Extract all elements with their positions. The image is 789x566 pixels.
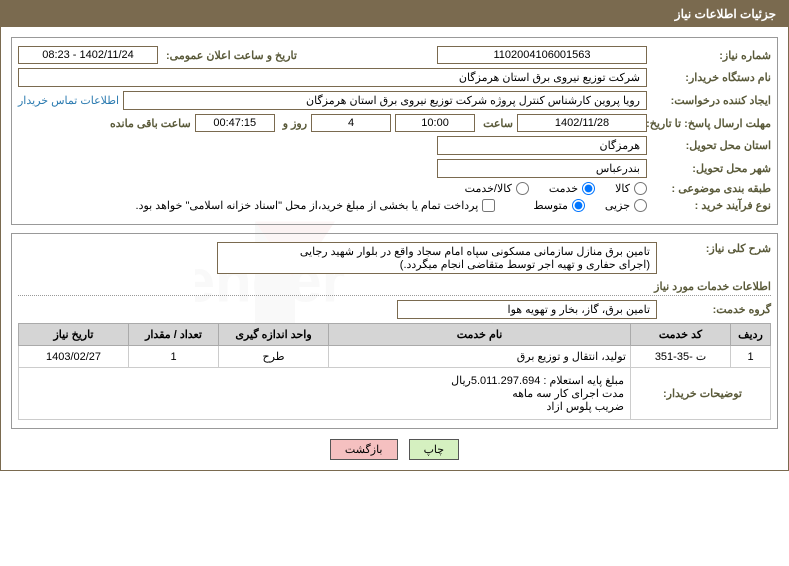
th-unit: واحد اندازه گیری [219, 324, 329, 346]
countdown-value: 00:47:15 [195, 114, 275, 132]
service-group-label: گروه خدمت: [661, 303, 771, 316]
contact-buyer-link[interactable]: اطلاعات تماس خریدار [18, 94, 119, 107]
th-name: نام خدمت [329, 324, 631, 346]
purchase-type-label: نوع فرآیند خرید : [651, 199, 771, 212]
cat-both-radio[interactable] [516, 182, 529, 195]
print-button[interactable]: چاپ [409, 439, 460, 460]
cat-service-option[interactable]: خدمت [549, 182, 595, 195]
treasury-checkbox[interactable] [482, 199, 495, 212]
need-no-label: شماره نیاز: [651, 49, 771, 62]
services-section-title: اطلاعات خدمات مورد نیاز [18, 280, 771, 296]
notes-row: توضیحات خریدار: مبلغ پایه استعلام : 5.01… [19, 368, 771, 420]
requester-value: رویا پروین کارشناس کنترل پروژه شرکت توزی… [123, 91, 647, 110]
main-frame: جزئیات اطلاعات نیاز شماره نیاز: 11020041… [0, 0, 789, 471]
pt-minor-label: جزیی [605, 199, 630, 212]
services-table: ردیف کد خدمت نام خدمت واحد اندازه گیری ت… [18, 323, 771, 420]
cat-goods-option[interactable]: کالا [615, 182, 647, 195]
th-code: کد خدمت [631, 324, 731, 346]
th-date: تاریخ نیاز [19, 324, 129, 346]
cat-service-radio[interactable] [582, 182, 595, 195]
buyer-org-label: نام دستگاه خریدار: [651, 71, 771, 84]
pt-minor-radio[interactable] [634, 199, 647, 212]
category-radio-group: کالا خدمت کالا/خدمت [465, 182, 647, 195]
buyer-notes-value: مبلغ پایه استعلام : 5.011.297.694ریال مد… [19, 368, 631, 420]
cat-both-label: کالا/خدمت [465, 182, 512, 195]
service-group-value: تامین برق، گاز، بخار و تهویه هوا [397, 300, 657, 319]
days-and-label: روز و [279, 117, 307, 130]
deadline-date: 1402/11/28 [517, 114, 647, 132]
announce-value: 1402/11/24 - 08:23 [18, 46, 158, 64]
cell-qty: 1 [129, 346, 219, 368]
deadline-label: مهلت ارسال پاسخ: تا تاریخ: [651, 117, 771, 130]
cat-goods-label: کالا [615, 182, 630, 195]
cat-goods-radio[interactable] [634, 182, 647, 195]
announce-label: تاریخ و ساعت اعلان عمومی: [162, 49, 297, 62]
summary-value: تامین برق منازل سازمانی مسکونی سپاه امام… [217, 242, 657, 274]
days-value: 4 [311, 114, 391, 132]
treasury-note: پرداخت تمام یا بخشی از مبلغ خرید،از محل … [136, 199, 479, 212]
table-header-row: ردیف کد خدمت نام خدمت واحد اندازه گیری ت… [19, 324, 771, 346]
buyer-notes-label: توضیحات خریدار: [659, 388, 742, 400]
cell-date: 1403/02/27 [19, 346, 129, 368]
cat-both-option[interactable]: کالا/خدمت [465, 182, 529, 195]
cell-name: تولید، انتقال و توزیع برق [329, 346, 631, 368]
time-label: ساعت [479, 117, 513, 130]
remaining-label: ساعت باقی مانده [106, 117, 191, 130]
th-row: ردیف [731, 324, 771, 346]
details-fieldset: شرح کلی نیاز: تامین برق منازل سازمانی مس… [11, 233, 778, 429]
city-label: شهر محل تحویل: [651, 162, 771, 175]
table-row: 1 ت -35-351 تولید، انتقال و توزیع برق طر… [19, 346, 771, 368]
need-no-value: 1102004106001563 [437, 46, 647, 64]
button-bar: چاپ بازگشت [11, 439, 778, 460]
province-value: هرمزگان [437, 136, 647, 155]
buyer-org-value: شرکت توزیع نیروی برق استان هرمزگان [18, 68, 647, 87]
cell-code: ت -35-351 [631, 346, 731, 368]
pt-medium-label: متوسط [533, 199, 568, 212]
purchase-type-group: جزیی متوسط [533, 199, 647, 212]
cell-row: 1 [731, 346, 771, 368]
pt-medium-option[interactable]: متوسط [533, 199, 585, 212]
page-title: جزئیات اطلاعات نیاز [1, 1, 788, 27]
th-qty: تعداد / مقدار [129, 324, 219, 346]
deadline-time: 10:00 [395, 114, 475, 132]
cat-service-label: خدمت [549, 182, 578, 195]
pt-medium-radio[interactable] [572, 199, 585, 212]
pt-minor-option[interactable]: جزیی [605, 199, 647, 212]
category-label: طبقه بندی موضوعی : [651, 182, 771, 195]
summary-label: شرح کلی نیاز: [661, 242, 771, 255]
info-fieldset: شماره نیاز: 1102004106001563 تاریخ و ساع… [11, 37, 778, 225]
requester-label: ایجاد کننده درخواست: [651, 94, 771, 107]
cell-unit: طرح [219, 346, 329, 368]
treasury-check-item[interactable]: پرداخت تمام یا بخشی از مبلغ خرید،از محل … [136, 199, 496, 212]
city-value: بندرعباس [437, 159, 647, 178]
back-button[interactable]: بازگشت [330, 439, 398, 460]
province-label: استان محل تحویل: [651, 139, 771, 152]
